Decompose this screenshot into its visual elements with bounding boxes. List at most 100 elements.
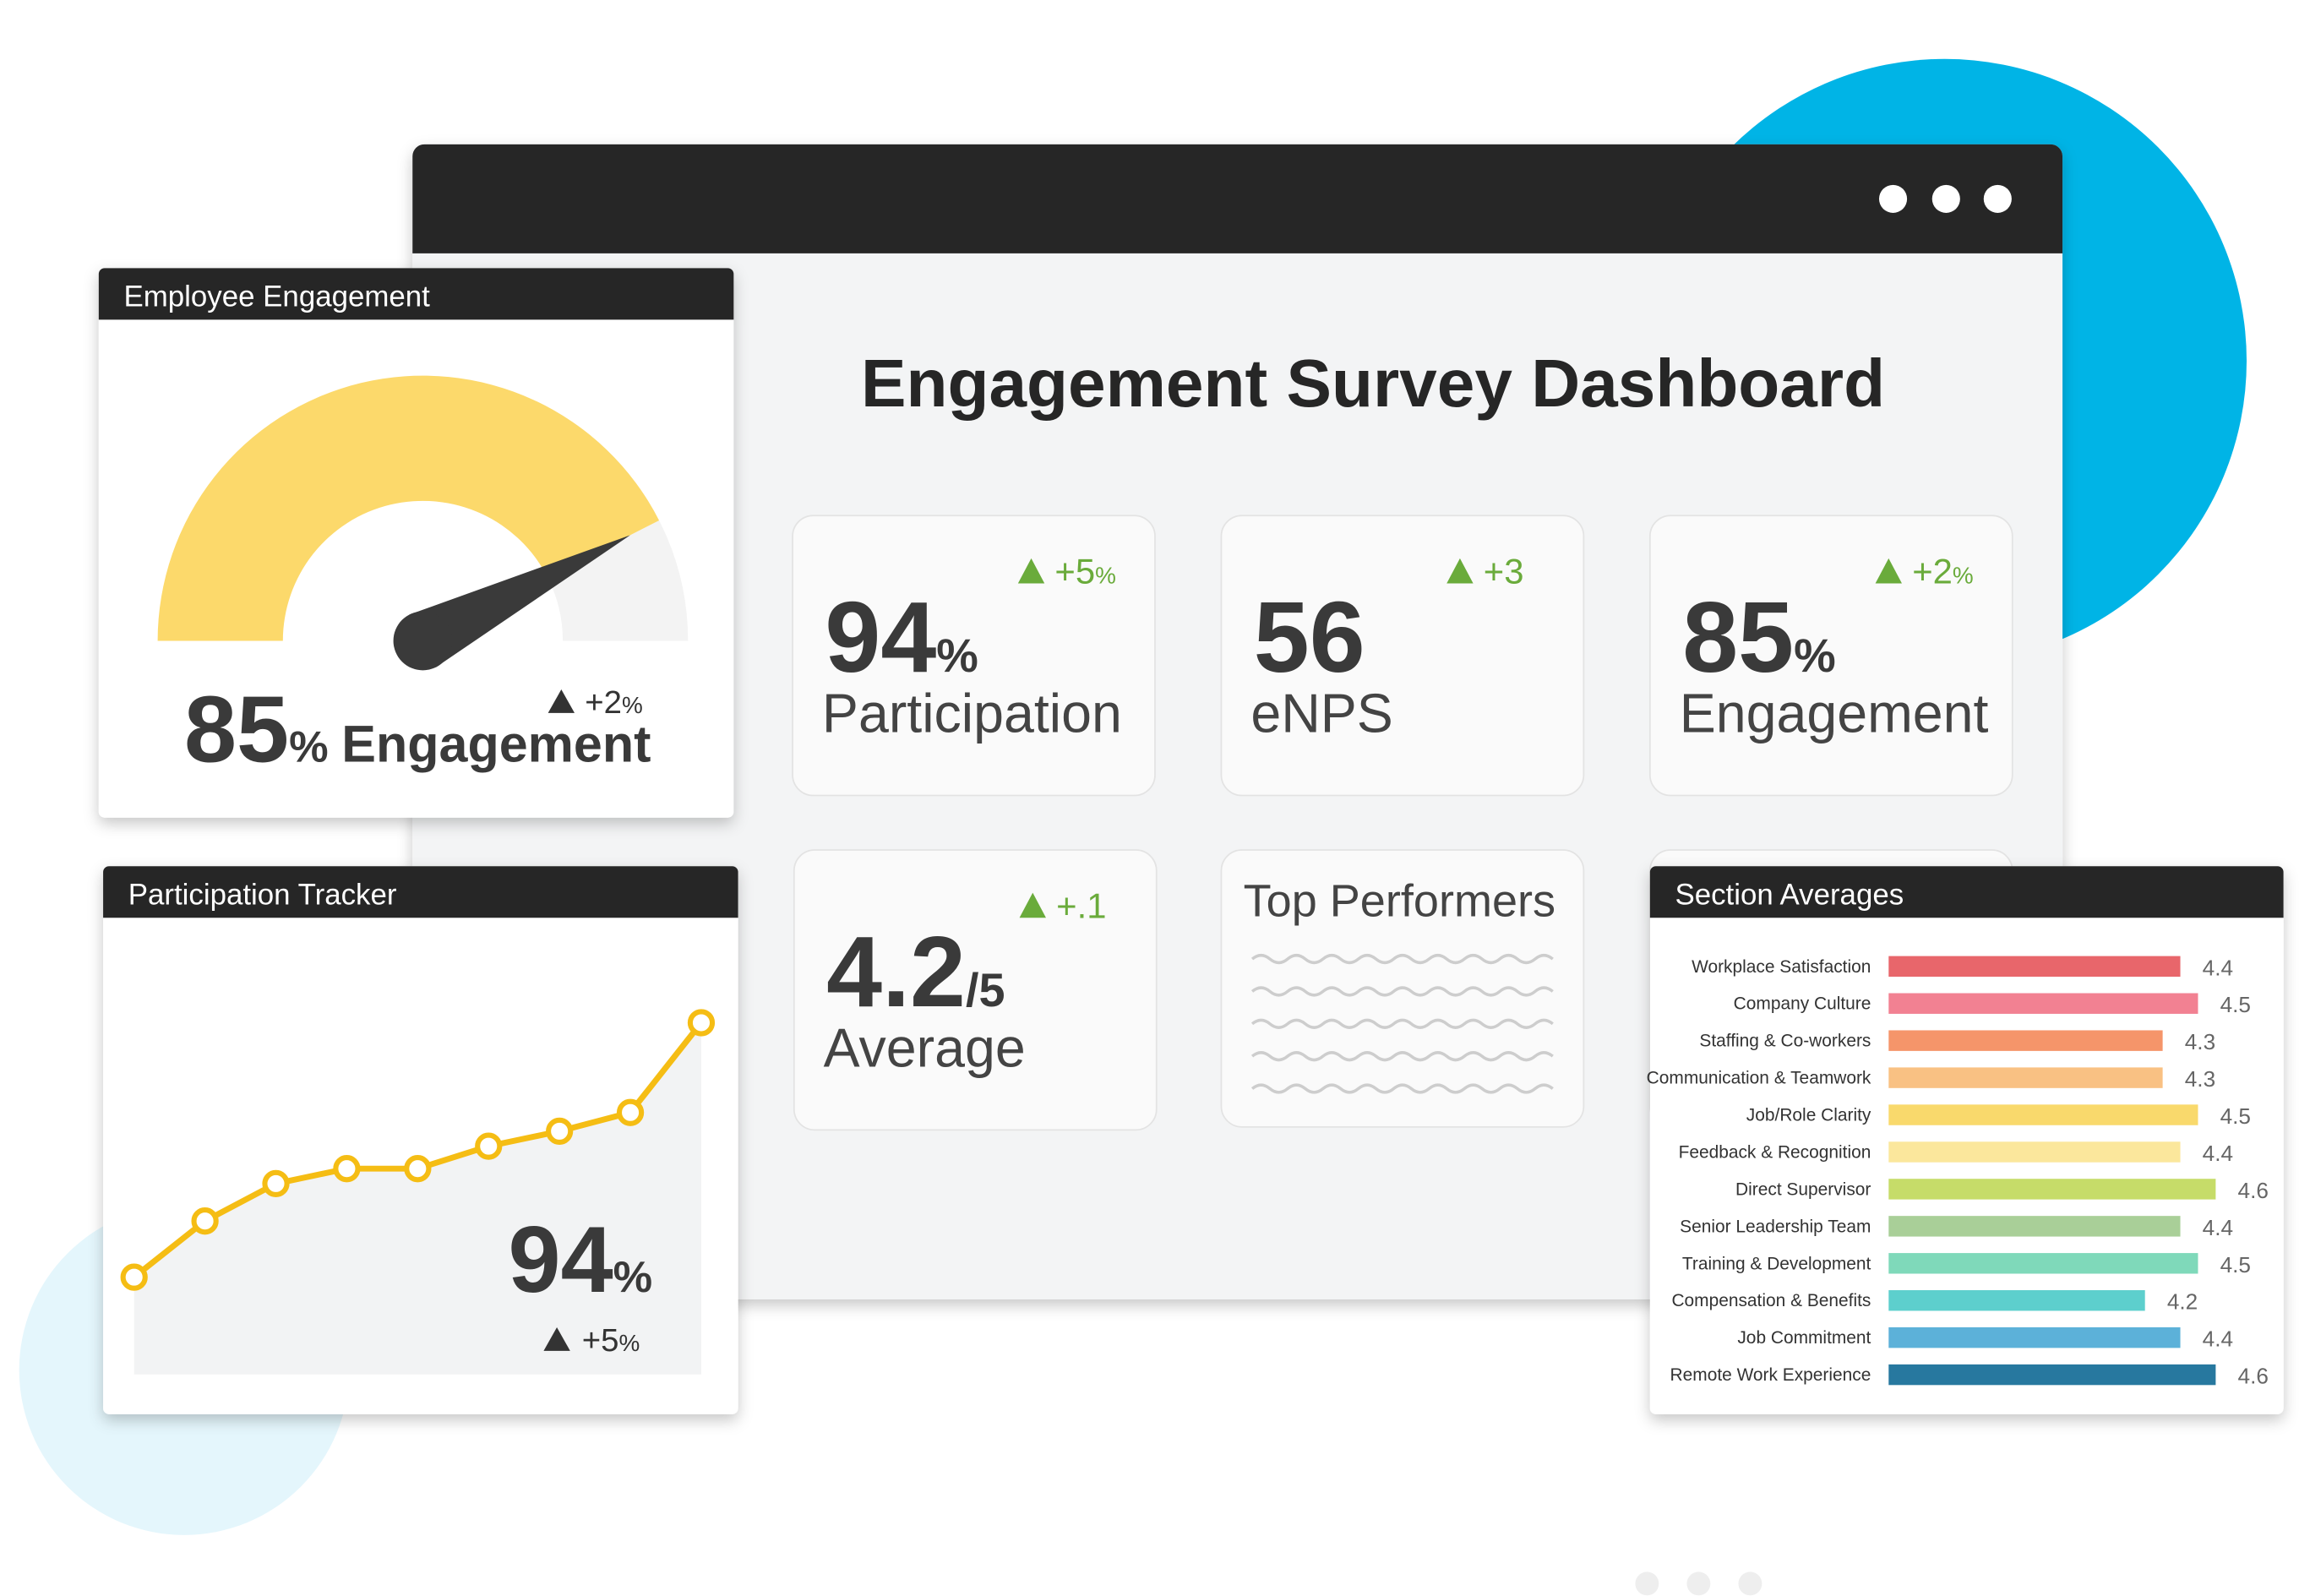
- gauge-arc: [157, 375, 660, 641]
- panel-title: Participation Tracker: [128, 879, 397, 912]
- dashboard-title: Engagement Survey Dashboard: [861, 345, 1885, 421]
- unit: %: [613, 1253, 653, 1302]
- value: 94: [825, 582, 936, 694]
- value: 4.2: [826, 917, 966, 1028]
- value: 85: [184, 676, 289, 782]
- up-arrow: [1017, 558, 1045, 584]
- section-label: Direct Supervisor: [1735, 1179, 1871, 1199]
- gauge-track: [548, 520, 689, 641]
- section-bar: [1888, 1179, 2216, 1200]
- section-bar: [1888, 956, 2181, 977]
- tracker-chart: [120, 1009, 716, 1375]
- delta-unit: %: [1095, 562, 1116, 588]
- section-bar: [1888, 1030, 2163, 1051]
- section-value: 4.5: [2220, 1103, 2251, 1129]
- section-value: 4.5: [2220, 992, 2251, 1017]
- section-bar: [1888, 1290, 2145, 1311]
- delta-unit: %: [618, 1330, 640, 1356]
- panel-title: Section Averages: [1675, 879, 1904, 912]
- section-bar: [1888, 1067, 2163, 1088]
- section-value: 4.4: [2203, 1215, 2233, 1240]
- delta: +2%: [585, 684, 643, 721]
- up-arrow: [543, 1326, 570, 1351]
- section-label: Compensation & Benefits: [1671, 1291, 1871, 1310]
- kpi-value: 85%: [1682, 582, 1835, 694]
- tracker-point: [404, 1155, 432, 1183]
- kpi-label: eNPS: [1250, 684, 1393, 744]
- tracker-point: [546, 1117, 574, 1146]
- up-arrow: [1875, 558, 1902, 584]
- section-bar: [1888, 1253, 2198, 1274]
- section-value: 4.4: [2203, 1326, 2233, 1352]
- kpi-label: Engagement: [1680, 684, 1989, 744]
- tracker-area: [133, 1022, 701, 1375]
- delta-value: +5: [582, 1322, 619, 1359]
- section-label: Staffing & Co-workers: [1699, 1032, 1871, 1051]
- delta-unit: %: [1953, 562, 1974, 588]
- kpi-card: [793, 849, 1158, 1131]
- value: 85: [1682, 582, 1794, 694]
- section-label: Workplace Satisfaction: [1692, 957, 1871, 977]
- section-label: Communication & Teamwork: [1647, 1069, 1871, 1088]
- tracker-value: 94%: [509, 1207, 653, 1312]
- section-label: Feedback & Recognition: [1679, 1142, 1871, 1162]
- top-performers-card: Top Performers: [1220, 849, 1585, 1128]
- pager-dots: [1635, 1571, 1762, 1596]
- card-title: Top Performers: [1244, 876, 1555, 927]
- unit: %: [1794, 629, 1836, 682]
- kpi-delta: +3: [1484, 551, 1524, 591]
- kpi-value: 4.2/5: [826, 917, 1005, 1028]
- window-dots[interactable]: [1878, 184, 2012, 213]
- kpi-cards: 94%Participation+5%56eNPS+385%Engagement…: [792, 515, 2013, 1131]
- kpi-label: Participation: [822, 684, 1122, 744]
- section-label: Job Commitment: [1737, 1328, 1871, 1348]
- engagement-value: 85% Engagement: [184, 676, 651, 782]
- unit: %: [289, 722, 329, 771]
- section-bar: [1888, 993, 2198, 1014]
- section-bar: [1888, 1104, 2198, 1125]
- tracker-point: [616, 1098, 645, 1126]
- section-value: 4.4: [2203, 1141, 2233, 1166]
- section-label: Job/Role Clarity: [1746, 1106, 1871, 1125]
- kpi-value: 94%: [825, 582, 978, 694]
- kpi-delta: +2%: [1912, 551, 1974, 591]
- section-label: Remote Work Experience: [1670, 1365, 1871, 1385]
- section-value: 4.3: [2185, 1029, 2215, 1054]
- gauge: [157, 375, 689, 671]
- kpi-card: [1220, 515, 1585, 797]
- section-label: Senior Leadership Team: [1680, 1217, 1871, 1236]
- kpi-value: 56: [1254, 582, 1365, 694]
- label: Engagement: [341, 715, 651, 772]
- unit: /5: [966, 963, 1005, 1016]
- section-value: 4.6: [2238, 1364, 2269, 1389]
- section-bar: [1888, 1216, 2181, 1237]
- section-bars: Workplace Satisfaction 4.4 Company Culture…: [1647, 955, 2269, 1388]
- up-arrow: [1446, 558, 1474, 584]
- section-value: 4.6: [2238, 1178, 2269, 1203]
- section-label: Training & Development: [1682, 1254, 1871, 1273]
- section-label: Company Culture: [1734, 994, 1871, 1014]
- delta: +5%: [582, 1322, 640, 1359]
- tracker-point: [333, 1155, 361, 1183]
- up-arrow: [548, 689, 575, 713]
- delta-value: +2: [1912, 551, 1953, 591]
- value: 56: [1254, 582, 1365, 694]
- kpi-label: Average: [824, 1017, 1026, 1078]
- tracker-point: [120, 1263, 148, 1291]
- up-arrow: [1019, 892, 1046, 918]
- section-value: 4.2: [2167, 1289, 2198, 1315]
- value: 94: [509, 1207, 613, 1312]
- needle-hub: [393, 611, 453, 671]
- section-value: 4.4: [2203, 955, 2233, 980]
- tracker-point: [191, 1207, 219, 1235]
- delta-value: +5: [1054, 551, 1095, 591]
- engagement-panel: [98, 268, 734, 818]
- delta-value: +3: [1484, 551, 1524, 591]
- section-bar: [1888, 1141, 2181, 1163]
- unit: %: [936, 629, 978, 682]
- tracker-point: [687, 1009, 716, 1037]
- gauge-needle: [409, 535, 630, 667]
- tracker-point: [475, 1132, 503, 1160]
